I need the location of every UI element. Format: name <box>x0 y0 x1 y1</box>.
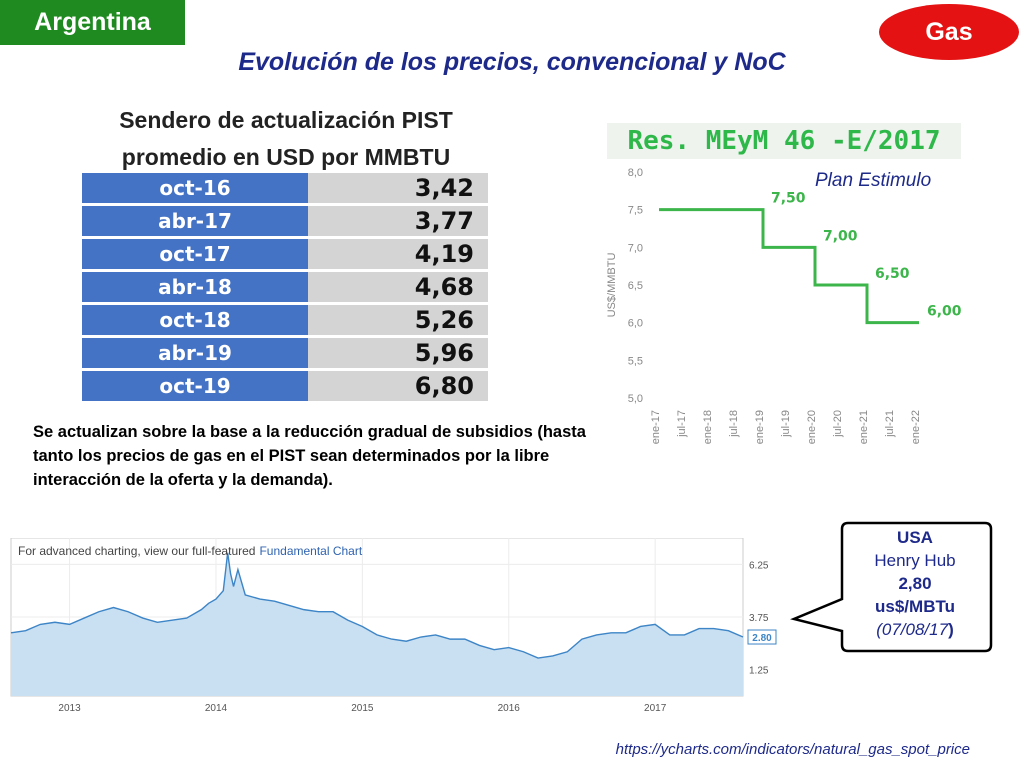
pist-title-line2: promedio en USD por MMBTU <box>121 144 451 170</box>
pist-row: oct-16 3,42 <box>82 173 488 203</box>
henry-hub-price-chart: 2013 2014 2015 2016 2017 6.25 3.75 1.25 2.80 For … <box>10 538 777 714</box>
ych-last-value-box <box>747 629 777 645</box>
ych-y-tick-label: 6.25 <box>749 560 769 571</box>
ych-header-link[interactable]: Fundamental Chart <box>259 544 362 558</box>
pist-title-line1: Sendero de actualización PIST <box>119 107 453 133</box>
res-y-tick-label: 6,5 <box>628 280 643 292</box>
callout-date-close: ) <box>948 620 954 639</box>
country-tag: Argentina <box>0 0 185 45</box>
res-data-label: 7,00 <box>823 228 858 244</box>
pist-date-cell: oct-18 <box>82 305 309 335</box>
pist-date-cell: oct-19 <box>82 371 309 401</box>
pist-row: abr-17 3,77 <box>82 206 488 236</box>
res-y-tick-label: 7,0 <box>628 242 643 254</box>
pist-date-cell: oct-16 <box>82 173 309 203</box>
ych-last-value-label: 2.80 <box>752 633 772 644</box>
res-x-tick-label: ene-21 <box>858 410 870 444</box>
pist-date-cell: abr-19 <box>82 338 309 368</box>
callout-price: 2,80 <box>898 574 932 593</box>
callout-country: USA <box>897 528 933 547</box>
ych-x-tick-label: 2016 <box>498 703 521 714</box>
ych-header-text: For advanced charting, view our full-fea… <box>18 544 363 558</box>
res-data-label: 7,50 <box>771 191 806 207</box>
ych-x-tick-label: 2013 <box>58 703 81 714</box>
subsidy-note: Se actualizan sobre la base a la reducci… <box>33 423 586 489</box>
source-link[interactable]: https://ycharts.com/indicators/natural_g… <box>615 741 970 758</box>
res-y-tick-label: 5,5 <box>628 355 643 367</box>
res-x-tick-label: jul-19 <box>780 410 792 438</box>
resolution-step-chart: 8,0 7,5 7,0 6,5 6,0 5,5 5,0 ene-17 jul-17 ene-18 j… <box>606 167 962 444</box>
plan-estimulo-label: Plan Estimulo <box>815 170 932 191</box>
pist-row: abr-18 4,68 <box>82 272 488 302</box>
res-step-line <box>659 208 919 325</box>
pist-table: oct-16 3,42 abr-17 3,77 oct-17 4,19 abr-18 4,68… <box>82 170 488 404</box>
pist-value-cell: 4,19 <box>308 239 488 269</box>
pist-date-cell: abr-17 <box>82 206 309 236</box>
pist-value-cell: 4,68 <box>308 272 488 302</box>
ych-y-tick-label: 1.25 <box>749 666 769 677</box>
res-x-tick-label: ene-19 <box>754 410 766 444</box>
pist-value-cell: 5,96 <box>308 338 488 368</box>
callout-date: (07/08/17) <box>840 618 990 641</box>
gas-badge: Gas <box>879 4 1019 60</box>
pist-date-cell: abr-18 <box>82 272 309 302</box>
pist-row: oct-18 5,26 <box>82 305 488 335</box>
res-data-label: 6,50 <box>875 266 910 282</box>
ych-x-tick-label: 2015 <box>351 703 374 714</box>
pist-row: oct-19 6,80 <box>82 371 488 401</box>
ych-x-tick-label: 2014 <box>205 703 228 714</box>
res-y-tick-label: 8,0 <box>628 167 643 179</box>
res-x-tick-label: ene-18 <box>702 410 714 444</box>
res-x-tick-label: jul-21 <box>884 410 896 438</box>
callout-unit: us$/MBTu <box>875 597 955 616</box>
pist-row: abr-19 5,96 <box>82 338 488 368</box>
resolution-title: Res. MEyM 46 -E/2017 <box>607 123 961 159</box>
ych-x-tick-label: 2017 <box>644 703 667 714</box>
res-x-tick-label: jul-17 <box>676 410 688 438</box>
callout-hub: Henry Hub <box>874 551 956 570</box>
res-y-tick-label: 7,5 <box>628 205 643 217</box>
pist-table-body: oct-16 3,42 abr-17 3,77 oct-17 4,19 abr-18 4,68… <box>82 173 488 401</box>
pist-table-title: Sendero de actualización PIST promedio e… <box>84 102 488 176</box>
res-x-tick-label: jul-18 <box>728 410 740 438</box>
pist-row: oct-17 4,19 <box>82 239 488 269</box>
res-x-tick-label: ene-17 <box>650 410 662 444</box>
res-y-axis-label: US$/MMBTU <box>606 253 618 318</box>
ych-header-prefix: For advanced charting, view our full-fea… <box>18 544 255 558</box>
callout-date-open: (07/08/17 <box>876 620 949 639</box>
res-y-tick-label: 5,0 <box>628 393 643 405</box>
usa-callout-bubble <box>790 521 993 653</box>
pist-value-cell: 6,80 <box>308 371 488 401</box>
res-data-label: 6,00 <box>927 304 962 320</box>
res-x-tick-label: jul-20 <box>832 410 844 438</box>
pist-date-cell: oct-17 <box>82 239 309 269</box>
usa-callout-text: USA Henry Hub 2,80 us$/MBTu (07/08/17) <box>840 526 990 641</box>
pist-value-cell: 5,26 <box>308 305 488 335</box>
res-x-tick-label: ene-20 <box>806 410 818 444</box>
ych-price-line <box>10 552 744 659</box>
res-x-tick-label: ene-22 <box>910 410 922 444</box>
pist-value-cell: 3,42 <box>308 173 488 203</box>
page-title: Evolución de los precios, convencional y… <box>238 48 786 76</box>
ych-area-fill <box>11 552 743 696</box>
res-y-tick-label: 6,0 <box>628 318 643 330</box>
ych-y-tick-label: 3.75 <box>749 613 769 624</box>
pist-value-cell: 3,77 <box>308 206 488 236</box>
